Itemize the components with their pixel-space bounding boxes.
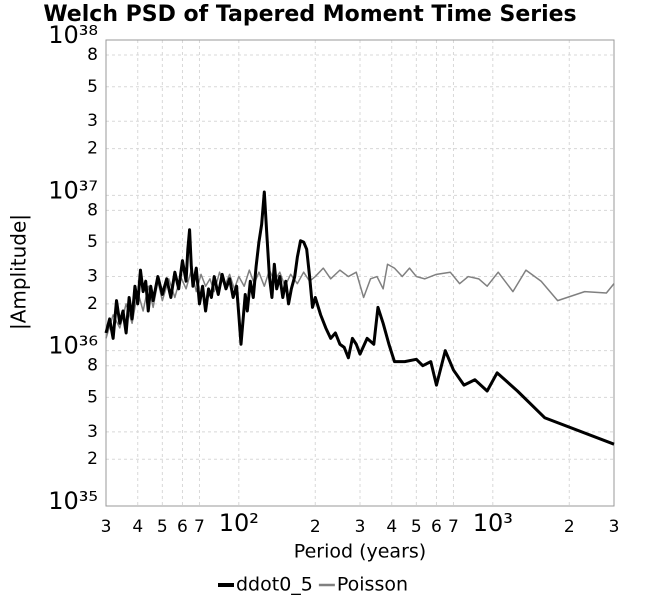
y-tick-label: 5 <box>87 232 98 252</box>
x-tick-label: 6 <box>177 517 188 537</box>
chart-title: Welch PSD of Tapered Moment Time Series <box>43 2 576 27</box>
y-axis-label: |Amplitude| <box>7 214 31 330</box>
x-tick-label: 2 <box>564 517 575 537</box>
plot-frame <box>105 39 615 507</box>
y-tick-label: 2 <box>87 139 98 159</box>
legend-label: ddot0_5 <box>236 574 313 596</box>
x-tick-label: 5 <box>411 517 422 537</box>
x-tick-label: 10² <box>219 509 259 537</box>
x-tick-label: 7 <box>194 517 205 537</box>
y-tick-label: 3 <box>87 267 98 287</box>
x-tick-label: 2 <box>310 517 321 537</box>
x-axis-label: Period (years) <box>294 541 426 563</box>
x-tick-label: 4 <box>132 517 143 537</box>
data-line <box>104 190 615 446</box>
y-tick-label: 8 <box>87 356 98 376</box>
y-tick-label: 10³⁶ <box>48 332 98 360</box>
x-tick-label: 10³ <box>473 509 513 537</box>
y-tick-label: 10³⁸ <box>48 21 98 49</box>
x-tick-label: 6 <box>431 517 442 537</box>
x-tick-label: 3 <box>101 517 112 537</box>
y-tick-label: 3 <box>87 111 98 131</box>
x-tick-label: 5 <box>157 517 168 537</box>
x-tick-label: 7 <box>448 517 459 537</box>
y-tick-label: 2 <box>87 449 98 469</box>
legend-label: Poisson <box>337 574 408 596</box>
y-tick-label: 8 <box>87 200 98 220</box>
y-tick-label: 3 <box>87 422 98 442</box>
y-tick-label: 10³⁷ <box>48 176 98 204</box>
y-tick-label: 2 <box>87 294 98 314</box>
y-tick-label: 8 <box>87 45 98 65</box>
x-tick-label: 3 <box>355 517 366 537</box>
y-tick-label: 5 <box>87 387 98 407</box>
y-tick-label: 10³⁵ <box>48 487 98 515</box>
x-tick-label: 4 <box>386 517 397 537</box>
y-tick-label: 5 <box>87 77 98 97</box>
x-tick-label: 3 <box>609 517 620 537</box>
